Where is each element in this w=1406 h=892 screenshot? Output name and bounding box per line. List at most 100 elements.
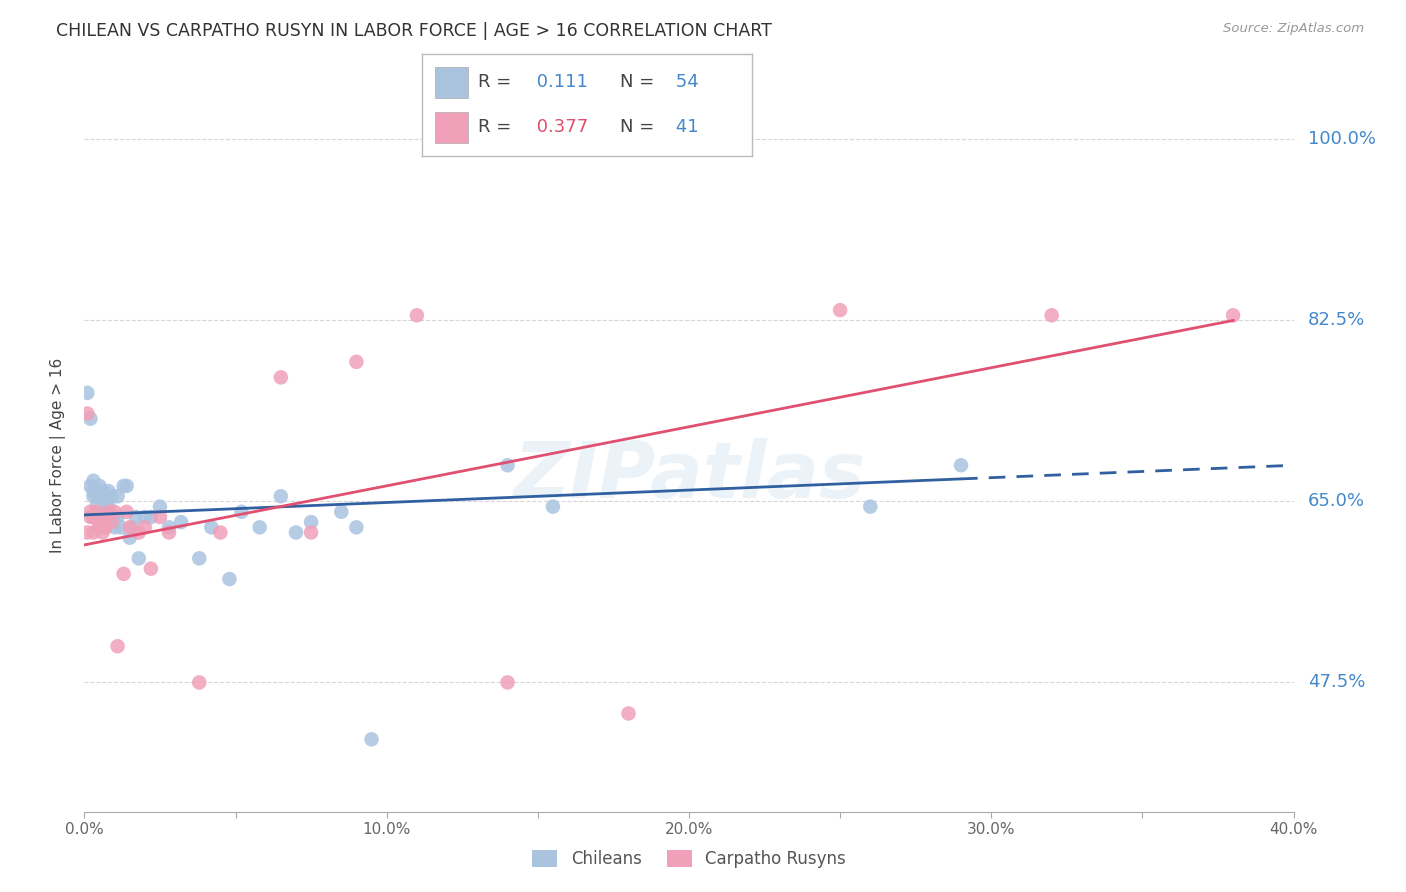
Point: [89, 505, 111, 519]
Point: [1040, 308, 1063, 322]
Point: [76, 407, 98, 421]
Point: [859, 500, 882, 514]
Point: [346, 520, 368, 534]
Point: [360, 732, 382, 747]
Point: [104, 510, 127, 524]
Point: [89, 489, 111, 503]
Point: [104, 520, 127, 534]
Point: [89, 515, 111, 529]
Point: [86, 484, 108, 499]
Text: ZIPatlas: ZIPatlas: [513, 438, 865, 515]
Point: [91, 489, 114, 503]
Point: [91, 510, 114, 524]
Point: [1222, 308, 1244, 322]
Point: [100, 489, 122, 503]
Point: [82, 525, 104, 540]
Y-axis label: In Labor Force | Age > 16: In Labor Force | Age > 16: [51, 358, 66, 552]
Text: R =: R =: [478, 73, 512, 91]
Point: [134, 510, 156, 524]
Point: [89, 479, 111, 493]
Point: [97, 500, 120, 514]
Point: [86, 505, 108, 519]
Point: [139, 510, 162, 524]
Point: [97, 484, 120, 499]
Point: [118, 531, 141, 545]
Point: [496, 675, 519, 690]
Point: [188, 551, 211, 566]
Point: [100, 515, 122, 529]
Point: [218, 572, 240, 586]
Point: [82, 489, 104, 503]
Point: [406, 308, 429, 322]
Text: N =: N =: [620, 73, 654, 91]
Bar: [434, 112, 468, 143]
Point: [82, 510, 104, 524]
Legend: Chileans, Carpatho Rusyns: Chileans, Carpatho Rusyns: [526, 843, 852, 875]
Text: 0.111: 0.111: [531, 73, 588, 91]
Text: N =: N =: [620, 119, 654, 136]
Point: [950, 458, 973, 473]
Text: 41: 41: [669, 119, 699, 136]
Point: [157, 525, 180, 540]
Point: [118, 520, 141, 534]
Point: [209, 525, 232, 540]
Point: [188, 675, 211, 690]
Point: [76, 525, 98, 540]
Point: [284, 525, 308, 540]
Point: [249, 520, 271, 534]
Point: [299, 515, 322, 529]
Point: [270, 489, 292, 503]
Point: [617, 706, 640, 721]
Point: [107, 510, 129, 524]
Point: [86, 500, 108, 514]
Point: [496, 458, 519, 473]
Point: [157, 520, 180, 534]
Point: [541, 500, 564, 514]
Point: [89, 520, 111, 534]
Point: [107, 489, 129, 503]
Point: [200, 520, 222, 534]
Point: [830, 303, 852, 318]
Point: [231, 505, 253, 519]
Text: 100.0%: 100.0%: [1308, 130, 1375, 148]
Point: [139, 562, 162, 576]
Point: [149, 500, 172, 514]
Point: [79, 505, 101, 519]
Point: [112, 566, 135, 581]
Point: [82, 484, 104, 499]
Text: 0.377: 0.377: [531, 119, 588, 136]
Point: [104, 505, 127, 519]
Point: [112, 479, 135, 493]
Point: [97, 505, 120, 519]
Point: [110, 520, 132, 534]
Point: [125, 510, 148, 524]
Text: 47.5%: 47.5%: [1308, 673, 1365, 691]
Point: [299, 525, 322, 540]
Point: [79, 510, 101, 524]
Point: [79, 479, 101, 493]
Point: [94, 489, 117, 503]
Point: [82, 510, 104, 524]
Point: [86, 510, 108, 524]
Point: [128, 551, 150, 566]
Point: [79, 411, 101, 425]
Point: [134, 520, 156, 534]
Point: [91, 525, 114, 540]
Text: 54: 54: [669, 73, 699, 91]
Point: [97, 510, 120, 524]
Text: 82.5%: 82.5%: [1308, 311, 1365, 329]
Point: [270, 370, 292, 384]
Text: CHILEAN VS CARPATHO RUSYN IN LABOR FORCE | AGE > 16 CORRELATION CHART: CHILEAN VS CARPATHO RUSYN IN LABOR FORCE…: [56, 22, 772, 40]
Point: [115, 505, 138, 519]
Text: Source: ZipAtlas.com: Source: ZipAtlas.com: [1223, 22, 1364, 36]
Point: [94, 510, 117, 524]
Point: [91, 510, 114, 524]
Point: [121, 520, 143, 534]
Point: [100, 515, 122, 529]
Point: [115, 479, 138, 493]
Point: [86, 489, 108, 503]
Point: [94, 494, 117, 508]
Text: 65.0%: 65.0%: [1308, 492, 1365, 510]
Text: R =: R =: [478, 119, 512, 136]
Point: [94, 505, 117, 519]
